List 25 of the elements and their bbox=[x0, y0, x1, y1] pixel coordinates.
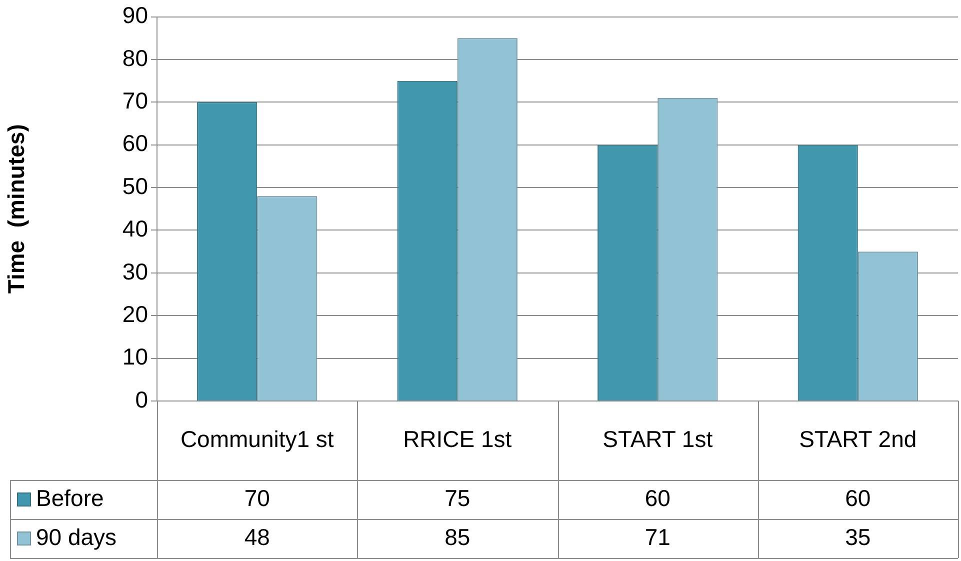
data-label: 60 bbox=[845, 484, 871, 511]
y-tick-label: 40 bbox=[122, 216, 148, 242]
y-tick-label: 30 bbox=[122, 258, 148, 284]
legend-label: 90 days bbox=[36, 524, 117, 550]
data-label: 48 bbox=[244, 524, 270, 550]
data-label: 60 bbox=[644, 484, 670, 511]
data-label: 85 bbox=[444, 524, 470, 550]
x-tick-label: START 2nd bbox=[799, 426, 917, 452]
y-tick-label: 70 bbox=[122, 88, 148, 114]
y-tick-label: 0 bbox=[135, 386, 148, 412]
data-label: 75 bbox=[444, 484, 470, 511]
x-tick-label: Community1 st bbox=[180, 426, 334, 452]
x-tick-label: RRICE 1st bbox=[403, 426, 512, 452]
y-tick-label: 50 bbox=[122, 172, 148, 199]
legend-label: Before bbox=[36, 484, 104, 511]
data-label: 70 bbox=[244, 484, 270, 511]
y-tick-label: 20 bbox=[122, 300, 148, 327]
data-label: 71 bbox=[644, 524, 670, 550]
y-axis-title: Time (minutes) bbox=[3, 124, 30, 294]
data-label: 35 bbox=[845, 524, 871, 550]
y-tick-label: 90 bbox=[122, 2, 148, 28]
x-tick-label: START 1st bbox=[602, 426, 714, 452]
y-tick-label: 80 bbox=[122, 44, 148, 71]
y-tick-label: 10 bbox=[122, 344, 148, 370]
y-tick-label: 60 bbox=[122, 130, 148, 156]
